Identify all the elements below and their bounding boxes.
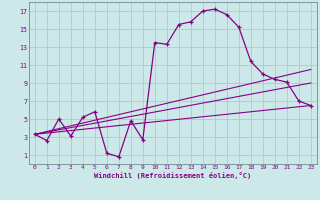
X-axis label: Windchill (Refroidissement éolien,°C): Windchill (Refroidissement éolien,°C): [94, 172, 252, 179]
